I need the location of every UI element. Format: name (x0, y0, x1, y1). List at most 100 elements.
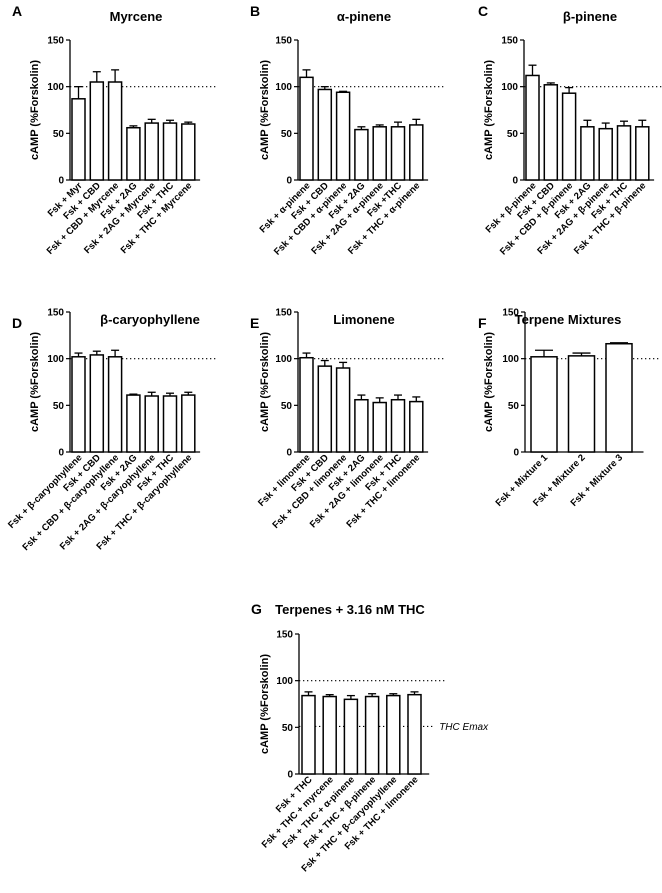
y-tick-label: 100 (502, 354, 519, 365)
y-tick-label: 0 (286, 176, 292, 187)
y-tick-label: 0 (287, 770, 293, 781)
y-tick-label: 0 (58, 176, 64, 187)
bar (343, 698, 359, 775)
y-tick-label: 0 (512, 176, 518, 187)
bar (354, 128, 369, 181)
y-tick-label: 50 (282, 723, 294, 734)
y-axis-label: cAMP (%Forskolin) (483, 332, 495, 432)
bar (317, 365, 333, 453)
bar (580, 126, 595, 181)
y-tick-label: 50 (53, 129, 65, 140)
panel-g: G Terpenes + 3.16 nM THC 0 50 100 150 cAMP (%F… (251, 601, 489, 874)
bar (126, 126, 141, 181)
bar (525, 74, 540, 181)
bar (354, 398, 369, 453)
panel-letter: B (250, 3, 260, 19)
panel-letter: C (478, 3, 488, 19)
bar (299, 356, 314, 453)
panel-title: Terpene Mixtures (515, 312, 622, 327)
bar (89, 81, 105, 181)
y-tick-label: 100 (47, 354, 64, 365)
bar (409, 124, 424, 181)
bar (372, 401, 387, 453)
bar (372, 126, 387, 181)
bar (299, 76, 314, 181)
bar (71, 356, 86, 453)
panel-title: β-pinene (563, 9, 617, 24)
panel-title: α-pinene (337, 9, 391, 24)
bar (71, 98, 86, 181)
y-axis-label: cAMP (%Forskolin) (259, 60, 271, 160)
y-tick-label: 150 (502, 308, 519, 319)
y-tick-label: 100 (501, 82, 518, 93)
y-tick-label: 150 (275, 36, 292, 47)
panel-letter: F (478, 315, 487, 331)
bar (407, 693, 422, 775)
bar (335, 367, 351, 453)
y-tick-label: 100 (47, 82, 64, 93)
bar (616, 125, 632, 181)
panel-letter: A (12, 3, 22, 19)
y-tick-label: 100 (275, 354, 292, 365)
y-tick-label: 150 (501, 36, 518, 47)
y-tick-label: 0 (286, 448, 292, 459)
y-tick-label: 0 (513, 448, 519, 459)
y-tick-label: 100 (276, 676, 293, 687)
reference-line-label: THC Emax (439, 722, 489, 733)
bar (107, 81, 123, 181)
y-axis-label: cAMP (%Forskolin) (29, 332, 41, 432)
bar (386, 694, 401, 775)
bar (181, 394, 196, 453)
y-tick-label: 100 (275, 82, 292, 93)
bar (543, 84, 559, 181)
bar (317, 88, 333, 181)
bar (605, 342, 633, 453)
y-axis-label: cAMP (%Forskolin) (29, 60, 41, 160)
bar (162, 122, 178, 181)
y-tick-label: 50 (53, 401, 65, 412)
bar (530, 356, 558, 453)
bar (635, 126, 650, 181)
panel-letter: E (250, 315, 259, 331)
bar (107, 356, 123, 453)
bar (162, 395, 178, 453)
panel-title: Limonene (333, 312, 394, 327)
bar (561, 92, 577, 181)
bar (390, 126, 406, 181)
bar (598, 127, 613, 181)
y-tick-label: 0 (58, 448, 64, 459)
bar (301, 694, 316, 775)
y-axis-label: cAMP (%Forskolin) (259, 654, 271, 754)
bar (181, 123, 196, 181)
y-axis-label: cAMP (%Forskolin) (259, 332, 271, 432)
y-tick-label: 50 (507, 129, 519, 140)
panel-letter: G (251, 601, 262, 617)
y-tick-label: 150 (47, 36, 64, 47)
bar (89, 354, 105, 453)
panel-letter: D (12, 315, 22, 331)
bar (144, 122, 159, 181)
bar (322, 695, 337, 775)
y-tick-label: 50 (508, 401, 520, 412)
y-axis-label: cAMP (%Forskolin) (483, 60, 495, 160)
bar (126, 394, 141, 453)
y-tick-label: 150 (275, 308, 292, 319)
panel-title: β-caryophyllene (100, 312, 200, 327)
bar (409, 400, 424, 453)
bar (364, 695, 380, 775)
panel-title: Myrcene (110, 9, 163, 24)
y-tick-label: 50 (281, 129, 293, 140)
y-tick-label: 150 (47, 308, 64, 319)
panel-title: Terpenes + 3.16 nM THC (275, 602, 425, 617)
bar (390, 398, 406, 453)
bar (335, 91, 351, 181)
panel-f: F Terpene Mixtures 0 50 100 150 cAMP (%Forskol… (478, 308, 660, 509)
y-tick-label: 150 (276, 630, 293, 641)
bar (144, 395, 159, 453)
